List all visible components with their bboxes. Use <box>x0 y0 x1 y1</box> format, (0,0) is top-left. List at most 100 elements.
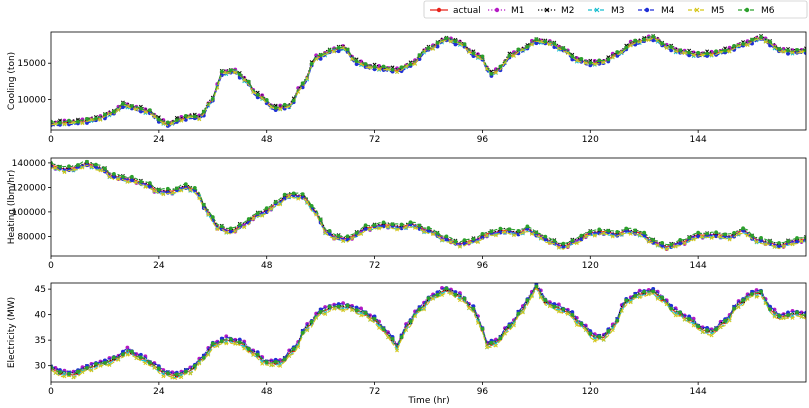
point-M6 <box>804 48 806 53</box>
point-M5 <box>242 346 247 351</box>
point-M6 <box>309 319 314 324</box>
point-M4 <box>121 105 125 110</box>
point-M5 <box>466 306 471 311</box>
point-M6 <box>570 54 575 59</box>
legend-marker <box>544 7 550 13</box>
point-M5 <box>296 345 301 349</box>
point-M6 <box>678 310 683 315</box>
x-tick-label: 96 <box>477 135 489 145</box>
point-M6 <box>408 220 413 225</box>
point-M4 <box>516 232 521 237</box>
point-M6 <box>147 360 152 365</box>
point-M5 <box>350 236 355 241</box>
point-M5 <box>71 375 76 380</box>
point-M6 <box>85 366 89 370</box>
point-M6 <box>678 48 683 53</box>
point-M6 <box>624 226 629 231</box>
point-M6 <box>67 164 71 169</box>
point-M5 <box>197 117 202 122</box>
point-M6 <box>363 310 368 315</box>
point-M5 <box>368 65 373 70</box>
x-tick-label: 48 <box>261 387 273 397</box>
point-M5 <box>224 341 229 346</box>
x-tick-label: 0 <box>48 261 54 271</box>
point-M5 <box>449 291 453 296</box>
point-M6 <box>444 36 449 41</box>
point-M5 <box>556 309 561 314</box>
point-M1 <box>772 307 777 312</box>
point-M5 <box>80 121 85 126</box>
point-M5 <box>197 361 202 366</box>
point-M4 <box>651 240 656 245</box>
point-M6 <box>642 37 647 42</box>
point-M6 <box>741 298 745 303</box>
point-M4 <box>112 175 116 179</box>
point-M6 <box>399 65 404 70</box>
point-M6 <box>201 109 206 114</box>
point-M6 <box>543 298 548 302</box>
point-M6 <box>570 312 575 317</box>
point-M5 <box>116 108 121 112</box>
point-M6 <box>354 308 359 313</box>
point-M5 <box>161 374 166 379</box>
x-tick-label: 24 <box>153 261 165 271</box>
point-M5 <box>377 67 382 72</box>
point-M5 <box>475 240 480 245</box>
point-M6 <box>462 42 467 47</box>
point-M6 <box>417 53 422 58</box>
point-M6 <box>750 233 754 238</box>
point-M4 <box>255 95 260 100</box>
point-M6 <box>156 366 161 371</box>
point-M6 <box>444 286 449 291</box>
point-M6 <box>165 120 170 125</box>
point-M5 <box>179 118 184 123</box>
point-M6 <box>615 318 620 323</box>
point-M6 <box>255 352 260 357</box>
point-M5 <box>332 236 337 241</box>
point-M6 <box>165 371 170 376</box>
point-M6 <box>768 239 772 244</box>
point-M6 <box>471 306 476 311</box>
legend-marker <box>694 7 700 13</box>
point-M5 <box>691 237 696 242</box>
point-M6 <box>723 318 728 323</box>
legend-label: M2 <box>561 6 575 16</box>
point-M5 <box>655 243 660 248</box>
point-M6 <box>534 230 539 235</box>
point-M5 <box>143 184 148 189</box>
point-M6 <box>543 234 548 239</box>
point-M6 <box>219 339 224 344</box>
point-M6 <box>687 317 692 321</box>
point-M6 <box>85 159 89 164</box>
point-M6 <box>300 81 305 86</box>
point-M6 <box>597 334 602 339</box>
point-M5 <box>727 318 732 323</box>
point-M6 <box>804 313 806 318</box>
point-M5 <box>458 244 462 249</box>
point-M5 <box>341 308 346 313</box>
point-M5 <box>637 232 642 237</box>
point-M5 <box>673 244 678 249</box>
point-M5 <box>80 370 85 375</box>
x-tick-label: 144 <box>690 387 707 397</box>
point-M6 <box>507 323 512 328</box>
point-M6 <box>732 306 736 311</box>
point-M5 <box>80 165 85 170</box>
point-M5 <box>493 343 498 348</box>
point-M4 <box>687 53 692 58</box>
point-M6 <box>687 235 692 240</box>
point-M6 <box>192 186 197 190</box>
point-M6 <box>786 48 790 53</box>
legend: actual M1 M2 M3 M4 M5 M6 <box>423 0 808 19</box>
point-M5 <box>143 361 148 366</box>
point-M5 <box>583 61 588 65</box>
point-M6 <box>58 164 62 169</box>
point-M5 <box>511 323 516 328</box>
point-M4 <box>85 121 89 125</box>
point-M4 <box>660 244 665 248</box>
point-M5 <box>772 244 777 249</box>
point-M6 <box>372 316 377 321</box>
point-M5 <box>89 368 94 373</box>
point-M6 <box>804 235 806 240</box>
